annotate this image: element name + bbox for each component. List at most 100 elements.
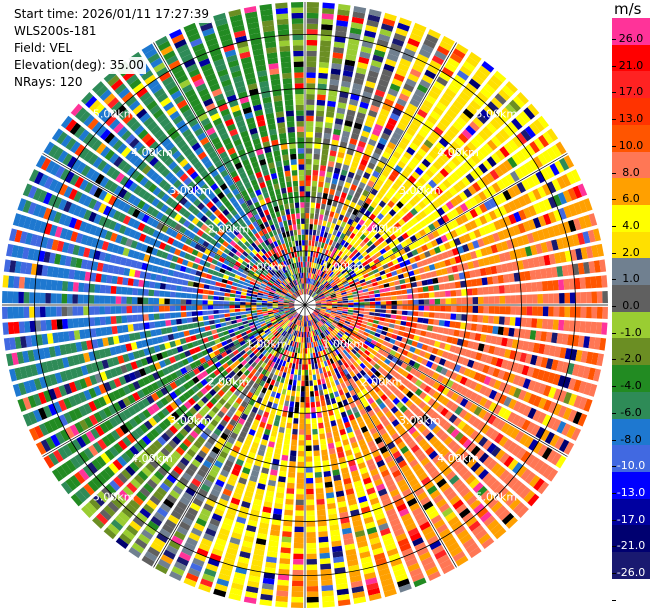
range-gate: [306, 337, 309, 343]
range-gate: [367, 192, 376, 201]
range-gate: [508, 273, 515, 283]
range-gate: [463, 331, 471, 339]
range-gate: [369, 298, 376, 302]
range-gate: [340, 246, 346, 253]
range-gate: [306, 56, 317, 62]
range-gate: [322, 289, 328, 294]
range-gate: [428, 213, 437, 222]
range-gate: [373, 285, 379, 290]
range-gate: [330, 295, 337, 298]
range-gate: [337, 250, 343, 257]
range-gate: [540, 268, 547, 279]
range-gate: [456, 69, 469, 81]
range-gate: [314, 274, 319, 281]
range-gate: [423, 311, 430, 318]
range-gate: [353, 278, 360, 283]
range-gate: [321, 288, 327, 293]
range-gate: [150, 329, 157, 337]
range-gate: [385, 191, 393, 200]
range-gate: [574, 277, 581, 290]
range-gate: [578, 216, 587, 230]
range-gate: [414, 181, 423, 190]
range-gate: [170, 319, 177, 326]
range-gate: [318, 181, 324, 188]
range-gate: [338, 274, 345, 280]
range-gate: [480, 247, 488, 257]
range-gate: [321, 378, 326, 385]
range-gate: [326, 306, 333, 308]
range-gate: [306, 12, 319, 19]
range-gate: [311, 363, 315, 370]
range-gate: [451, 156, 461, 167]
range-gate: [552, 319, 559, 331]
range-gate: [331, 298, 338, 301]
range-gate: [279, 558, 291, 565]
range-gate: [375, 204, 383, 213]
range-gate: [305, 396, 310, 403]
range-gate: [306, 99, 315, 106]
range-gate: [369, 104, 380, 113]
range-gate: [545, 267, 553, 279]
range-gate: [402, 272, 410, 278]
range-gate: [353, 299, 360, 303]
range-gate: [391, 246, 399, 254]
range-gate: [493, 254, 501, 264]
range-gate: [412, 311, 419, 317]
range-gate: [326, 432, 333, 439]
range-gate: [341, 278, 348, 284]
range-gate: [305, 418, 311, 425]
range-gate: [497, 274, 504, 284]
range-gate: [423, 250, 431, 258]
range-gate: [326, 307, 332, 310]
range-gate: [342, 300, 349, 303]
range-gate: [321, 584, 334, 592]
range-gate: [423, 265, 431, 273]
range-gate: [331, 300, 338, 303]
range-gate: [267, 308, 273, 311]
range-gate: [431, 55, 445, 66]
range-gate: [320, 29, 333, 36]
range-gate: [328, 89, 338, 97]
range-gate: [307, 353, 311, 360]
range-gate: [564, 250, 572, 262]
range-gate: [325, 116, 334, 124]
range-gate: [445, 298, 452, 305]
range-gate: [366, 240, 373, 247]
range-gate: [137, 297, 143, 305]
range-gate: [180, 311, 187, 318]
range-gate: [429, 298, 435, 305]
range-gate: [425, 241, 434, 250]
range-gate: [278, 476, 286, 483]
range-gate: [204, 325, 211, 332]
range-gate: [512, 95, 525, 109]
range-gate: [307, 250, 311, 257]
range-gate: [318, 61, 329, 69]
range-gate: [121, 296, 127, 304]
range-gate: [334, 235, 339, 243]
range-gate: [363, 237, 370, 244]
range-gate: [425, 169, 435, 178]
range-gate: [363, 314, 370, 319]
range-gate: [432, 161, 442, 171]
range-gate: [329, 252, 335, 258]
range-gate: [471, 74, 485, 86]
range-gate: [207, 295, 214, 300]
range-gate: [275, 442, 283, 450]
range-gate: [432, 326, 439, 333]
range-gate: [373, 316, 380, 321]
range-gate: [328, 448, 336, 455]
range-gate: [568, 203, 578, 217]
range-gate: [320, 400, 326, 407]
range-gate: [553, 306, 560, 317]
range-gate: [290, 450, 297, 457]
range-gate: [127, 278, 134, 286]
range-gate: [175, 305, 181, 312]
range-gate: [490, 265, 498, 275]
range-gate: [479, 334, 487, 343]
range-gate: [290, 368, 295, 375]
range-gate: [424, 183, 433, 193]
range-gate: [315, 306, 322, 308]
range-gate: [498, 205, 508, 216]
range-gate: [418, 252, 426, 260]
range-gate: [324, 127, 332, 134]
